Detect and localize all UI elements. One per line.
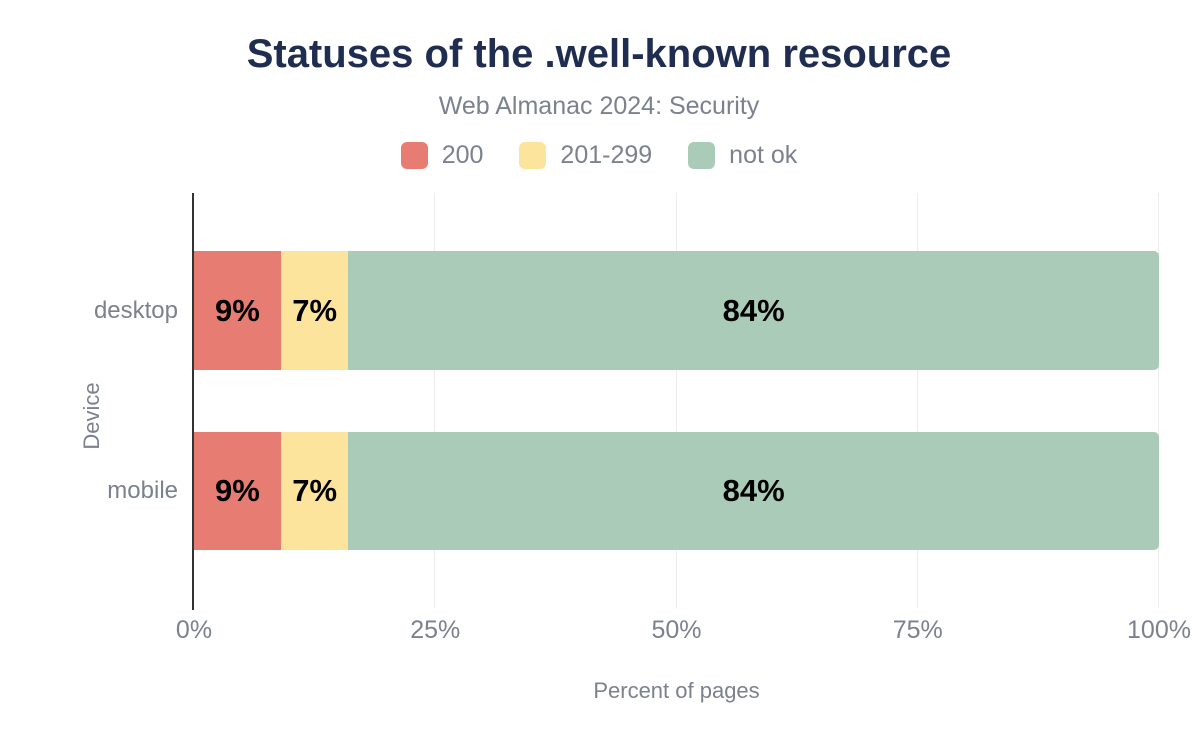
- data-label: 84%: [722, 292, 785, 328]
- data-label: 7%: [292, 473, 338, 508]
- gridline: [916, 193, 918, 608]
- legend-swatch-icon: [688, 142, 716, 169]
- legend-swatch-icon: [400, 142, 428, 169]
- data-label: 84%: [722, 473, 785, 508]
- data-label: 9%: [215, 473, 260, 508]
- y-axis-line: [192, 193, 194, 610]
- x-tick-label: 75%: [892, 616, 943, 644]
- y-axis-title: Device: [79, 382, 104, 450]
- gridline: [1158, 193, 1159, 608]
- category-label-mobile: mobile: [107, 477, 178, 504]
- chart-subtitle: Web Almanac 2024: Security: [438, 92, 760, 120]
- bar-segment-mobile-200[interactable]: 9%: [194, 432, 281, 550]
- bar-segment-mobile-201-299[interactable]: 7%: [280, 432, 349, 550]
- bar-row-mobile: 9% 7% 84%: [194, 432, 1159, 550]
- category-label-desktop: desktop: [93, 296, 178, 324]
- plot-inner: 9% 7% 84% 9% 7% 84%: [194, 193, 1159, 608]
- legend-item-200[interactable]: 200: [400, 141, 484, 170]
- legend-item-not-ok[interactable]: not ok: [688, 141, 797, 170]
- legend-item-201-299[interactable]: 201-299: [519, 141, 652, 170]
- bar-segment-desktop-not-ok[interactable]: 84%: [348, 251, 1159, 370]
- legend-label: 200: [441, 141, 484, 169]
- x-tick-label: 50%: [651, 616, 702, 644]
- gridline: [434, 193, 436, 608]
- gridline: [675, 193, 677, 608]
- x-tick-label: 25%: [410, 616, 461, 644]
- x-tick-label: 0%: [175, 616, 213, 644]
- legend: 200 201-299 not ok: [0, 141, 1198, 170]
- legend-label: not ok: [729, 141, 798, 169]
- bar-segment-desktop-201-299[interactable]: 7%: [280, 251, 349, 370]
- legend-swatch-icon: [519, 142, 547, 169]
- data-label: 7%: [292, 292, 338, 328]
- bar-row-desktop: 9% 7% 84%: [194, 251, 1159, 370]
- x-tick-label: 100%: [1127, 616, 1191, 644]
- x-axis-title: Percent of pages: [593, 678, 760, 703]
- bar-segment-mobile-not-ok[interactable]: 84%: [348, 432, 1159, 550]
- bar-segment-desktop-200[interactable]: 9%: [194, 251, 281, 370]
- chart-title: Statuses of the .well-known resource: [246, 32, 952, 76]
- data-label: 9%: [215, 292, 260, 328]
- legend-label: 201-299: [560, 141, 653, 169]
